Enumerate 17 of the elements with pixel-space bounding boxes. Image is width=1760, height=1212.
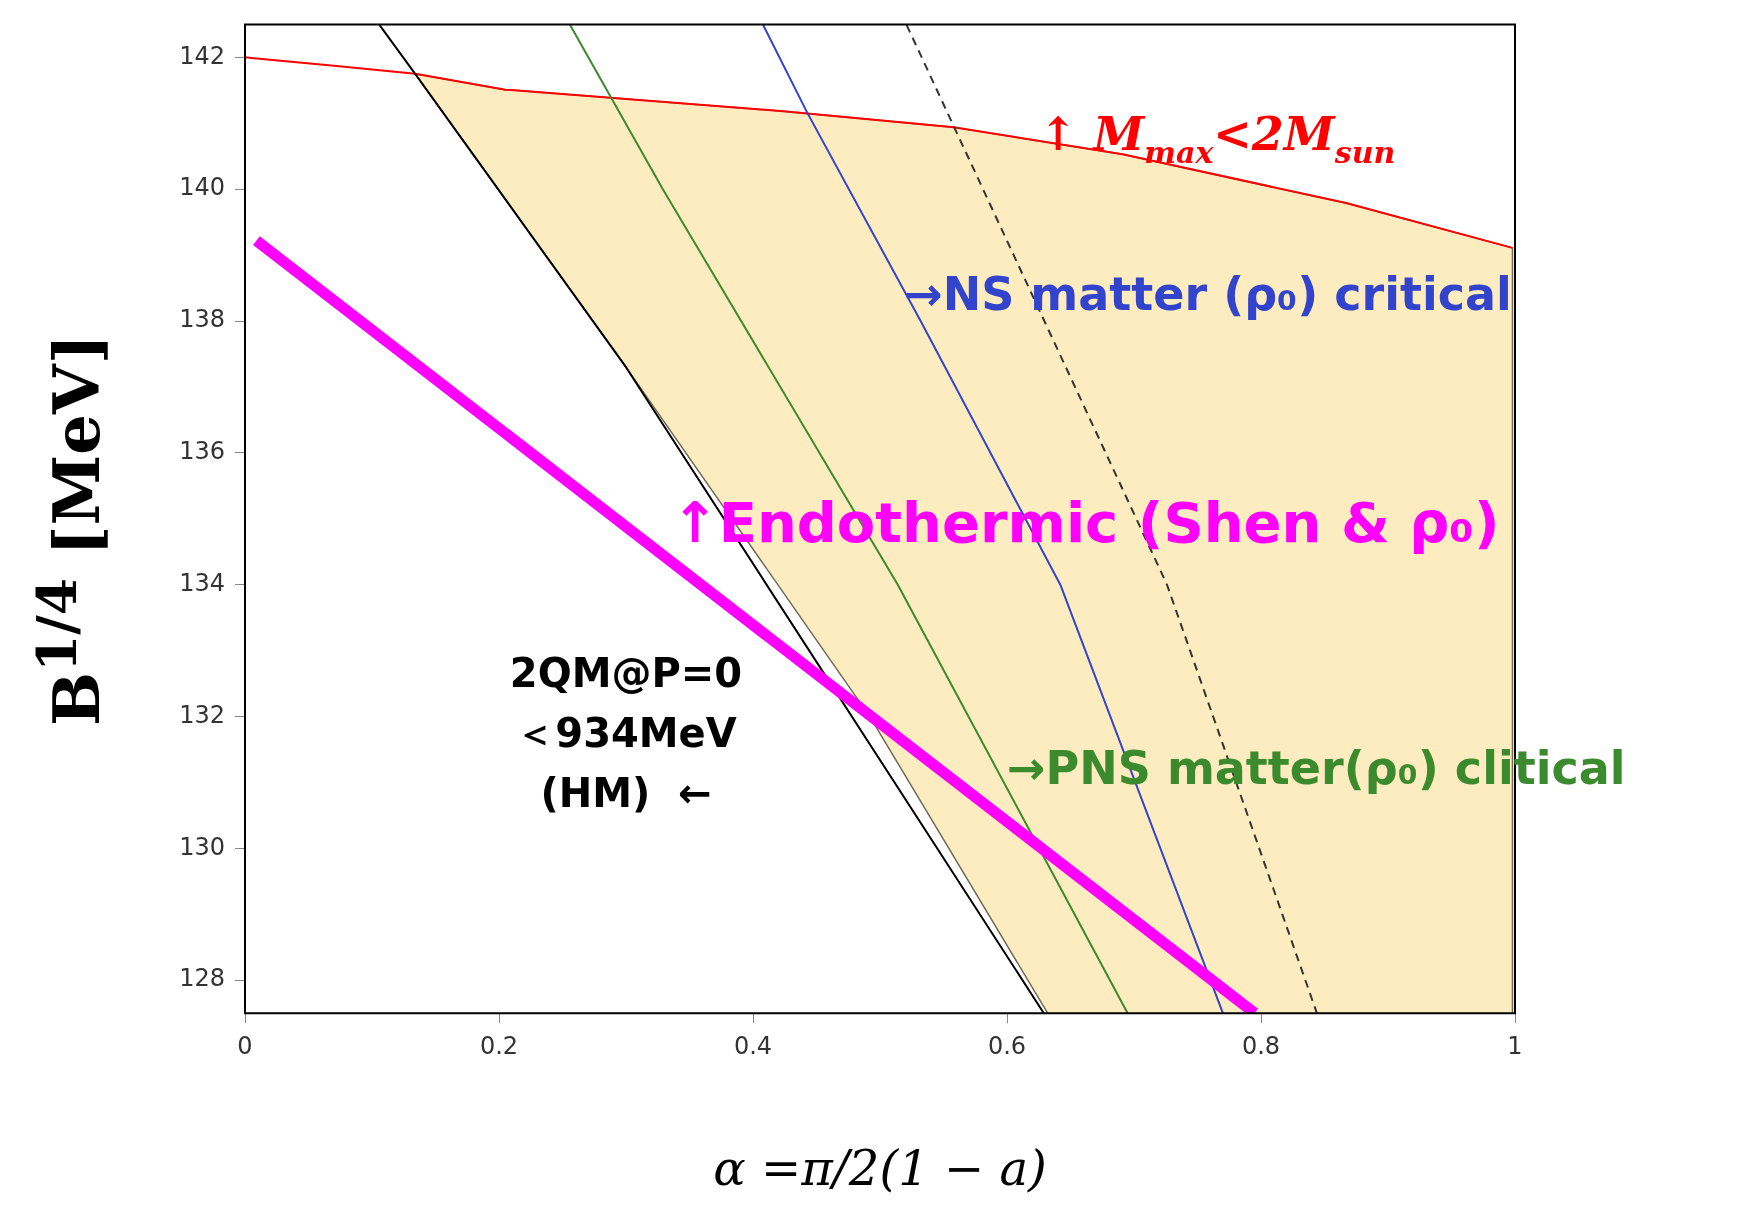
x-axis-title: α =π/2(1 − a) xyxy=(713,1140,1047,1196)
y-tick-label: 136 xyxy=(179,437,225,466)
x-tick-label: 0.4 xyxy=(733,1031,773,1060)
x-tick-label: 0.6 xyxy=(987,1031,1027,1060)
y-tick-label: 130 xyxy=(179,832,225,861)
series-label: →NS matter (ρ₀) critical xyxy=(904,267,1512,322)
series-label: 2QM@P=0 ＜934MeV (HM) ← xyxy=(509,649,743,816)
y-tick-label: 132 xyxy=(179,700,225,729)
y-tick-label: 128 xyxy=(179,964,225,993)
y-tick-label: 142 xyxy=(179,41,225,70)
y-tick-label: 138 xyxy=(179,305,225,334)
x-tick-label: 0.2 xyxy=(479,1031,519,1060)
y-tick-label: 140 xyxy=(179,173,225,202)
x-tick-label: 0.8 xyxy=(1241,1031,1281,1060)
x-tick-label: 0 xyxy=(237,1031,253,1060)
y-tick-label: 134 xyxy=(179,568,225,597)
x-tick-label: 1 xyxy=(1507,1031,1523,1060)
